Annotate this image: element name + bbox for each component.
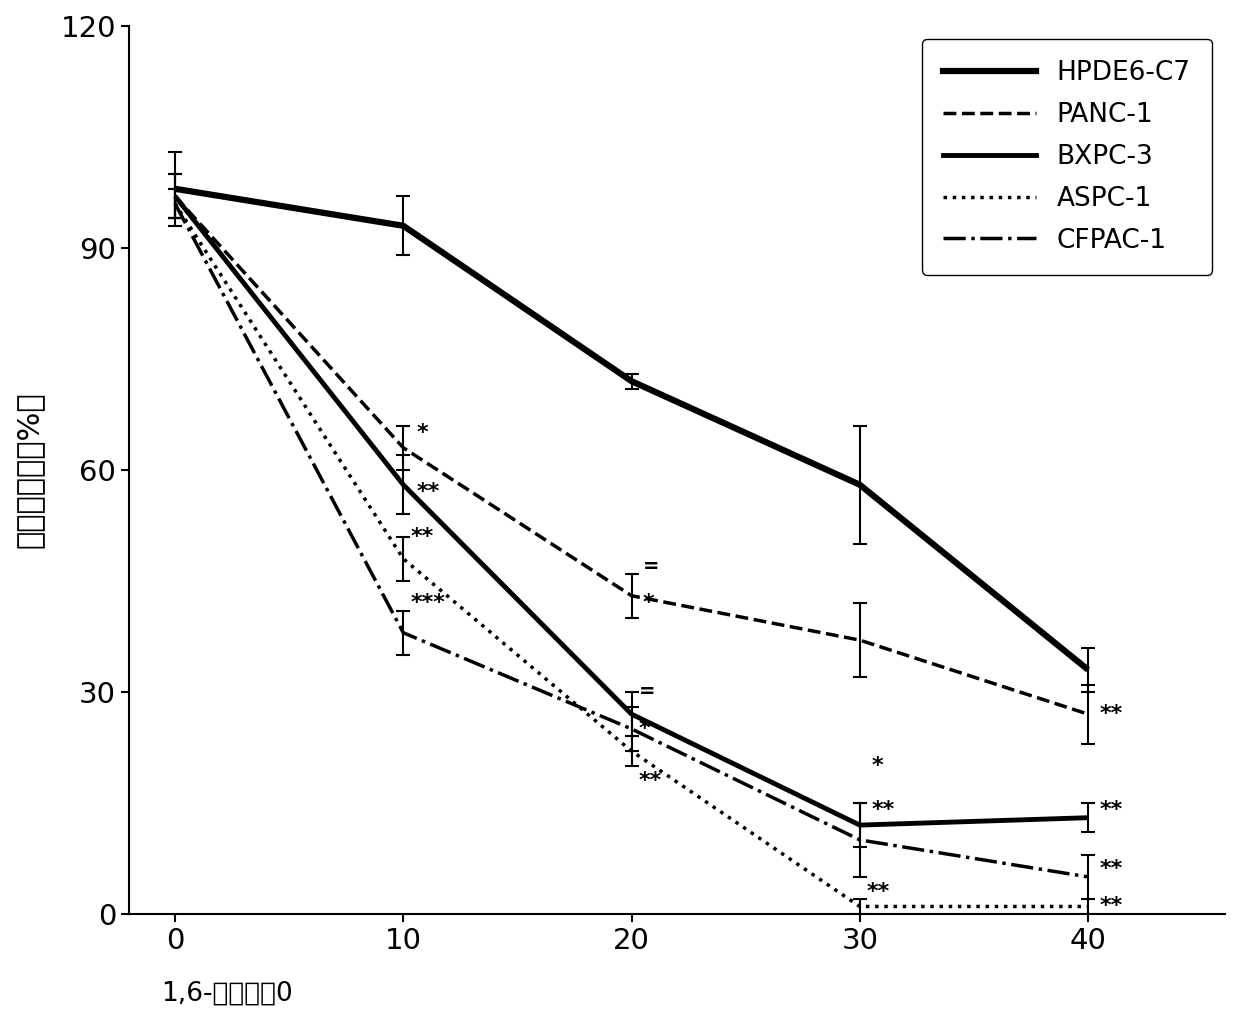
Text: **: ** [417,482,440,503]
BXPC-3 [624,708,639,720]
Text: ***: *** [410,593,445,613]
PANC-1 [396,442,410,454]
Text: **: ** [639,771,662,791]
Text: **: ** [1100,897,1122,916]
HPDE6-C7 [396,220,410,232]
Text: *: * [872,755,883,776]
HPDE6-C7 [624,375,639,387]
Text: =: = [644,556,660,576]
ASPC-1 [624,745,639,757]
Text: **: ** [867,881,890,902]
Text: **: ** [1100,704,1122,724]
Text: *: * [639,719,650,739]
PANC-1 [167,190,182,202]
CFPAC-1 [396,626,410,639]
Text: **: ** [872,800,894,820]
Line: BXPC-3: BXPC-3 [175,196,1087,826]
CFPAC-1 [624,722,639,735]
Text: **: ** [410,526,433,547]
BXPC-3 [396,479,410,491]
BXPC-3 [852,819,867,832]
Text: =: = [639,682,655,702]
Text: 1,6-己二醇：0: 1,6-己二醇：0 [161,980,293,1006]
PANC-1 [624,589,639,602]
Legend: HPDE6-C7, PANC-1, BXPC-3, ASPC-1, CFPAC-1: HPDE6-C7, PANC-1, BXPC-3, ASPC-1, CFPAC-… [923,39,1211,275]
CFPAC-1 [852,834,867,846]
PANC-1 [1080,708,1095,720]
BXPC-3 [1080,811,1095,824]
Line: HPDE6-C7: HPDE6-C7 [175,189,1087,670]
Line: CFPAC-1: CFPAC-1 [175,203,1087,877]
CFPAC-1 [167,197,182,209]
Text: *: * [417,423,429,443]
HPDE6-C7 [167,183,182,195]
ASPC-1 [396,552,410,565]
BXPC-3 [167,190,182,202]
Text: **: ** [1100,860,1122,879]
ASPC-1 [852,900,867,912]
HPDE6-C7 [1080,664,1095,676]
Line: ASPC-1: ASPC-1 [175,203,1087,906]
ASPC-1 [1080,900,1095,912]
Text: **: ** [1100,800,1122,820]
PANC-1 [852,634,867,646]
ASPC-1 [167,197,182,209]
Text: *: * [644,593,655,613]
HPDE6-C7 [852,479,867,491]
Line: PANC-1: PANC-1 [175,196,1087,714]
CFPAC-1 [1080,871,1095,883]
Y-axis label: 相对细胞数（%）: 相对细胞数（%） [15,391,43,548]
